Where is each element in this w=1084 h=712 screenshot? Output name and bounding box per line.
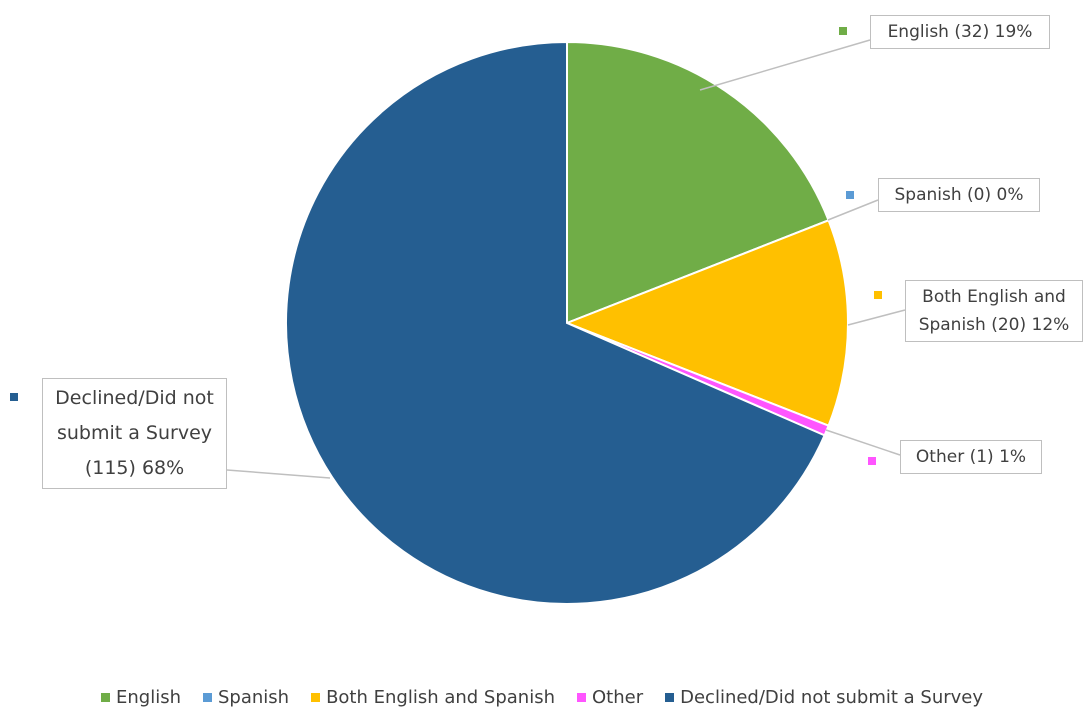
legend-label: Spanish <box>217 687 290 708</box>
leader-line <box>847 309 906 326</box>
pie-slice <box>566 40 830 325</box>
legend-entry: Spanish <box>202 687 290 708</box>
legend-label: English <box>115 687 181 708</box>
leader-line <box>827 199 879 221</box>
data-label: Declined/Did not submit a Survey (115) 6… <box>42 378 227 489</box>
legend-entry: Other <box>577 687 643 708</box>
data-label: Other (1) 1% <box>900 440 1042 474</box>
legend-entry: Both English and Spanish <box>311 687 555 708</box>
pie-slice <box>285 40 826 605</box>
label-marker <box>10 393 18 401</box>
label-marker <box>846 191 854 199</box>
legend-label: Other <box>592 687 644 708</box>
legend-swatch <box>311 693 321 702</box>
data-label: Both English and Spanish (20) 12% <box>905 280 1083 342</box>
label-marker <box>839 27 847 35</box>
leader-line <box>699 39 871 91</box>
data-label: English (32) 19% <box>870 15 1050 49</box>
legend-swatch <box>577 693 586 702</box>
pie-slice <box>564 219 850 427</box>
leader-line <box>825 429 901 456</box>
leader-line <box>226 469 331 479</box>
legend: English Spanish Both English and Spanish Ot… <box>0 687 1084 708</box>
legend-entry: Declined/Did not submit a Survey <box>665 687 983 708</box>
label-marker <box>868 457 876 465</box>
data-label: Spanish (0) 0% <box>878 178 1040 212</box>
legend-swatch <box>665 693 675 702</box>
legend-label: Declined/Did not submit a Survey <box>680 687 984 708</box>
label-marker <box>874 291 882 299</box>
legend-swatch <box>100 693 110 702</box>
legend-swatch <box>202 693 212 702</box>
legend-label: Both English and Spanish <box>326 687 555 708</box>
legend-entry: English <box>100 687 181 708</box>
